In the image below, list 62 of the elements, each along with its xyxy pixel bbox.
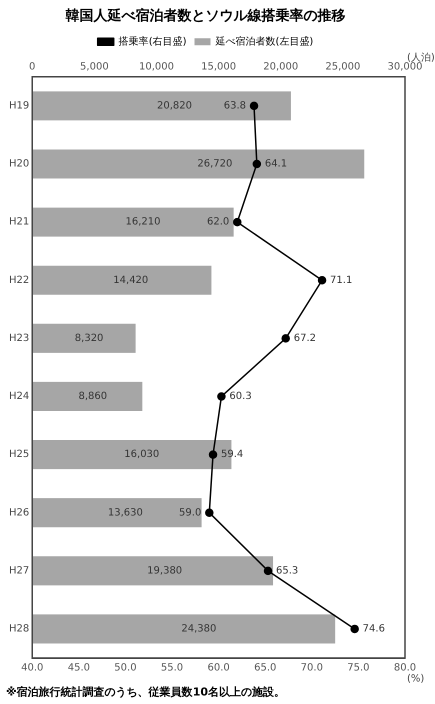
- legend-label: 延べ宿泊者数(左目盛): [214, 35, 314, 48]
- point: [217, 392, 226, 401]
- data-label: 63.8: [224, 100, 246, 112]
- x2-tick-label: 5,000: [80, 61, 109, 72]
- data-label: 16,210: [126, 216, 161, 228]
- data-label: 67.2: [294, 332, 316, 344]
- chart-title: 韓国人延べ宿泊者数とソウル線搭乗率の推移: [66, 7, 346, 24]
- data-label: 8,320: [74, 332, 104, 344]
- data-label: 59.4: [221, 449, 244, 460]
- y-tick-label: H27: [8, 565, 30, 576]
- x2-tick-label: 15,000: [201, 61, 236, 72]
- data-label: 62.0: [206, 216, 230, 228]
- data-label: 65.3: [276, 565, 298, 576]
- point: [233, 218, 242, 226]
- x2-tick-label: 25,000: [325, 61, 360, 72]
- data-label: 8,860: [78, 391, 108, 402]
- y-tick-label: H24: [8, 391, 30, 402]
- y-tick-label: H22: [8, 274, 30, 286]
- point: [208, 450, 218, 459]
- y-tick-label: H26: [8, 507, 30, 518]
- y-tick-label: H19: [8, 100, 30, 112]
- data-label: 24,380: [181, 624, 216, 635]
- text: ※宿泊旅行統計調査のうち、従業員数10名以上の施設。: [6, 685, 286, 698]
- data-label: 14,420: [113, 274, 148, 286]
- data-label: 20,820: [157, 100, 192, 112]
- point: [250, 102, 258, 110]
- x-tick-label: 65.0: [254, 662, 276, 674]
- y-tick-label: H21: [8, 216, 30, 228]
- y-tick-label: H25: [8, 449, 30, 460]
- x-tick-label: 80.0: [394, 662, 416, 674]
- point: [205, 508, 214, 517]
- x2-tick-label: 20,000: [263, 61, 298, 72]
- point: [264, 566, 272, 576]
- x2-axis-title: (人泊): [407, 51, 435, 64]
- x2-tick-label: 30,000: [388, 61, 422, 72]
- x-tick-label: 40.0: [21, 662, 44, 674]
- x2-tick-label: 10,000: [138, 61, 174, 72]
- point: [252, 160, 262, 168]
- data-label: 59.0: [179, 507, 202, 518]
- data-label: 26,720: [197, 158, 232, 170]
- x-tick-label: 45.0: [68, 662, 90, 674]
- x-tick-label: 60.0: [207, 662, 230, 674]
- x2-tick-label: 0: [29, 61, 36, 72]
- x-tick-label: 55.0: [160, 662, 184, 674]
- y-tick-label: H23: [8, 332, 30, 344]
- data-label: 64.1: [264, 158, 288, 170]
- data-label: 13,630: [108, 507, 143, 518]
- legend-label: 搭乗率(右目盛): [118, 35, 187, 48]
- point: [281, 334, 290, 343]
- data-label: 60.3: [229, 391, 252, 402]
- data-label: 16,030: [124, 449, 160, 460]
- x-axis-title: (%): [407, 674, 424, 685]
- x-tick-label: 50.0: [114, 662, 137, 674]
- point: [318, 276, 326, 284]
- x-tick-label: 70.0: [300, 662, 323, 674]
- y-tick-label: H28: [8, 624, 30, 635]
- point: [350, 624, 359, 634]
- data-label: 19,380: [147, 565, 182, 576]
- data-label: 74.6: [362, 624, 385, 635]
- y-tick-label: H20: [8, 158, 30, 170]
- x-tick-label: 75.0: [347, 662, 370, 674]
- data-label: 71.1: [330, 274, 352, 286]
